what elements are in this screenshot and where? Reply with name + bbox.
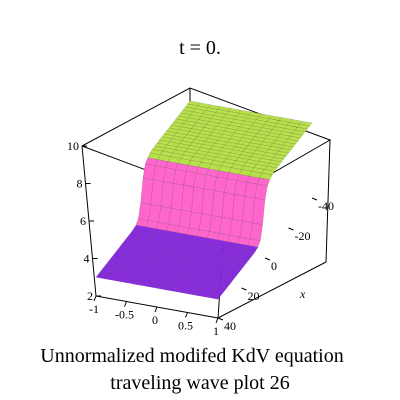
x-axis-ticks: -40 -20 0 20 40 — [217, 197, 334, 333]
y-axis-ticks: -1 -0.5 0 0.5 1 — [89, 295, 219, 338]
x-tick-label: -40 — [318, 199, 334, 213]
x-tick-mark — [264, 257, 271, 261]
y-tick-mark — [215, 317, 219, 324]
z-tick-label: 10 — [67, 139, 79, 153]
z-tick-label: 4 — [84, 252, 90, 266]
caption-line-2: traveling wave plot 26 — [110, 372, 289, 394]
y-tick-label: 1 — [213, 324, 219, 338]
surface-mesh — [95, 100, 313, 300]
surface-patch — [252, 197, 266, 225]
x-axis-label: x — [299, 287, 306, 301]
x-tick-label: 0 — [271, 259, 277, 273]
y-tick-mark — [154, 306, 158, 313]
y-tick-label: -0.5 — [115, 308, 134, 322]
y-tick-mark — [185, 312, 188, 318]
surface-patch — [207, 294, 221, 300]
box-edge-back-right — [325, 139, 331, 263]
y-tick-label: 0 — [152, 313, 158, 327]
x-tick-label: -20 — [295, 229, 311, 243]
y-tick-mark — [93, 295, 97, 302]
chart-title: t = 0. — [179, 37, 221, 59]
x-tick-label: 20 — [248, 289, 260, 303]
x-tick-label: 40 — [224, 319, 236, 333]
y-tick-label: -1 — [89, 302, 99, 316]
box-edge-bottom-right — [217, 261, 327, 319]
x-tick-mark — [217, 317, 224, 321]
caption-line-1: Unnormalized modifed KdV equation — [40, 345, 343, 367]
x-tick-mark — [241, 287, 247, 291]
y-tick-label: 0.5 — [178, 319, 193, 333]
z-tick-label: 8 — [77, 177, 83, 191]
surface-patch — [254, 183, 268, 201]
x-tick-mark — [288, 227, 294, 231]
z-tick-label: 2 — [87, 289, 93, 303]
x-tick-mark — [311, 197, 318, 201]
y-tick-mark — [124, 301, 127, 307]
surface-patch — [249, 222, 263, 241]
z-axis-ticks: 2 4 6 8 10 — [67, 139, 101, 303]
z-tick-label: 6 — [80, 214, 86, 228]
